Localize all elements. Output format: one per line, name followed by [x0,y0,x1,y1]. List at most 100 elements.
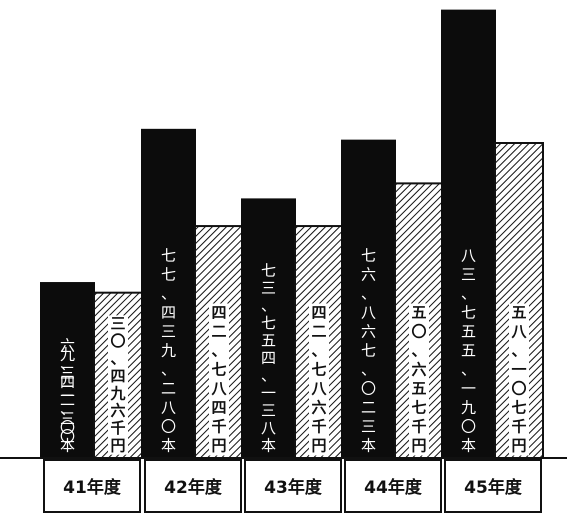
bar-5-quantity-label-char: 五 [461,342,476,360]
bar-3-amount-label-char: 六 [311,399,326,417]
bar-4-quantity-label-char: 本 [361,437,376,455]
bar-2-quantity-label-char: 三 [161,323,176,341]
bar-1-quantity-label-char: 二 [60,391,75,409]
bar-5-quantity-label-char: 三 [461,266,476,284]
bar-4-amount-label-char: 円 [411,437,426,455]
bar-4-amount-label-char: 〇 [411,323,426,341]
bar-2-amount-label-char: 七 [211,361,226,379]
bar-5-quantity-label-char: 八 [461,247,476,265]
bar-1-quantity-label-char: 三 [60,409,75,427]
bar-1-quantity-label-char: 六 [60,337,75,355]
bar-2-quantity-label-char: 七 [161,247,176,265]
bar-5-quantity [441,9,496,458]
bar-3-quantity-label-char: 七 [261,261,276,279]
bar-1-quantity-label-char: 〇 [60,418,75,436]
bar-2-amount-label-char: 八 [210,380,227,398]
bar-4-quantity-label-char: 七 [361,342,376,360]
bar-5-amount-label-char: 五 [511,304,526,322]
bar-4-amount-label-char: 五 [411,380,426,398]
bars-layer: 六九、三四二二、三〇〇本三〇、四九六千円七七、四三九、二八〇本四二、七八四千円七… [40,9,544,460]
bar-2-quantity-label-char: 八 [161,399,176,417]
bar-4-quantity-label-char: 六 [361,323,376,341]
bar-1-quantity-label-char: 四 [60,373,75,391]
bar-3-amount-label-char: 二 [311,323,326,341]
bar-3-amount-label-bg [309,303,329,456]
bar-1-quantity-label-char: 九 [60,346,75,364]
bar-3-amount-label-char: 七 [311,361,326,379]
category-label-2: 42年度 [164,477,223,498]
bar-4-amount-label-char: 、 [411,342,426,360]
category-box-5 [444,459,542,513]
bar-2-amount-label-bg [209,303,229,456]
bar-3-quantity-label-char: 七 [261,314,276,332]
bar-3-quantity-label-char: 五 [261,331,276,349]
bar-1-quantity-label-char: 、 [60,400,75,418]
bar-3-amount-label-char: 四 [311,304,326,322]
bar-2-amount-label-char: 円 [211,437,226,455]
category-box-4 [344,459,442,513]
bar-3-amount-label-char: 八 [310,380,327,398]
bar-5-quantity-label-char: 、 [461,361,476,379]
bar-5-quantity-label-char: 九 [461,399,476,417]
bar-3-quantity-label-char: 八 [261,419,276,437]
bar-1-amount-label-bg [108,315,128,455]
bar-2-amount-label-char: 四 [211,399,226,417]
bar-1-amount-label-char: 九 [109,384,125,402]
bar-5-amount-label-bg [509,303,529,456]
bar-1-quantity [40,282,95,458]
bar-5-quantity-label-char: 〇 [461,418,476,436]
bar-2-quantity-label-char: 七 [161,266,176,284]
bar-3-quantity-label-char: 、 [261,296,276,314]
bar-4-quantity-label-char: 六 [361,266,376,284]
bar-2-quantity-label-char: 二 [161,380,176,398]
bar-3-quantity-label-char: 、 [261,366,276,384]
bar-2-quantity-label-char: 四 [161,304,176,322]
bar-4-amount-label-char: 七 [411,399,426,417]
bar-3-amount-label-char: 千 [311,418,326,436]
bar-4-quantity-label-char: 〇 [361,380,376,398]
bar-1-quantity-label-char: 、 [60,355,75,373]
bar-4-quantity-label-char: 七 [361,247,376,265]
bar-4-quantity [341,139,396,458]
category-label-4: 44年度 [364,477,423,498]
category-box-2 [144,459,242,513]
bar-4-amount-label-char: 六 [411,361,426,379]
bar-4-quantity-label-char: 二 [361,399,376,417]
category-axis: 41年度 42年度 43年度 44年度 45年度 [0,457,567,513]
bar-5-quantity-label-char: 本 [461,437,476,455]
bar-5-quantity-label-char: 、 [461,285,476,303]
bar-1-amount-label-char: 千 [110,419,125,437]
bar-3-quantity-label-char: 四 [261,349,276,367]
bar-3-amount-label-char: 円 [311,437,326,455]
bar-3-quantity-label-char: 三 [261,401,276,419]
category-label-5: 45年度 [464,477,523,498]
bar-5-amount-label-char: 一 [511,361,526,379]
bar-1-amount-label-char: 円 [110,437,125,455]
bar-1-quantity-label-char: 二 [60,382,75,400]
bar-2-amount-label-char: 二 [211,323,226,341]
bar-2-quantity-label-char: 九 [161,342,176,360]
bar-2-quantity [141,128,196,458]
bar-2-quantity-label-char: 、 [161,285,176,303]
bar-3-quantity-label-char: 一 [261,384,276,402]
bar-3-quantity-label-char: 本 [261,437,276,455]
bar-4-quantity-label-char: 、 [361,361,376,379]
category-box-1 [43,459,141,513]
bar-5-amount-label-char: 〇 [511,380,526,398]
bar-4-quantity-label-char: 八 [361,304,376,322]
category-label-1: 41年度 [63,477,122,498]
bar-5-quantity-label-char: 五 [461,323,476,341]
bar-1-amount-label-char: 〇 [110,332,125,350]
bar-1-amount-label-char: 四 [110,367,125,385]
bar-3-quantity [241,198,296,459]
bar-4-amount-label-char: 五 [411,304,426,322]
